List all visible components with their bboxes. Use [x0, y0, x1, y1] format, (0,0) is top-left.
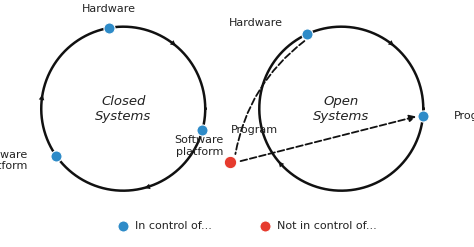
Text: Program: Program	[454, 111, 474, 121]
Text: In control of...: In control of...	[135, 221, 212, 231]
Text: Software
platform: Software platform	[0, 150, 27, 171]
Text: Not in control of...: Not in control of...	[277, 221, 377, 231]
Text: Closed
Systems: Closed Systems	[95, 95, 151, 123]
Text: Open
Systems: Open Systems	[313, 95, 369, 123]
Text: Program: Program	[231, 125, 278, 135]
Text: Hardware: Hardware	[82, 4, 136, 14]
Text: Software
platform: Software platform	[174, 135, 224, 157]
Text: Hardware: Hardware	[229, 18, 283, 28]
